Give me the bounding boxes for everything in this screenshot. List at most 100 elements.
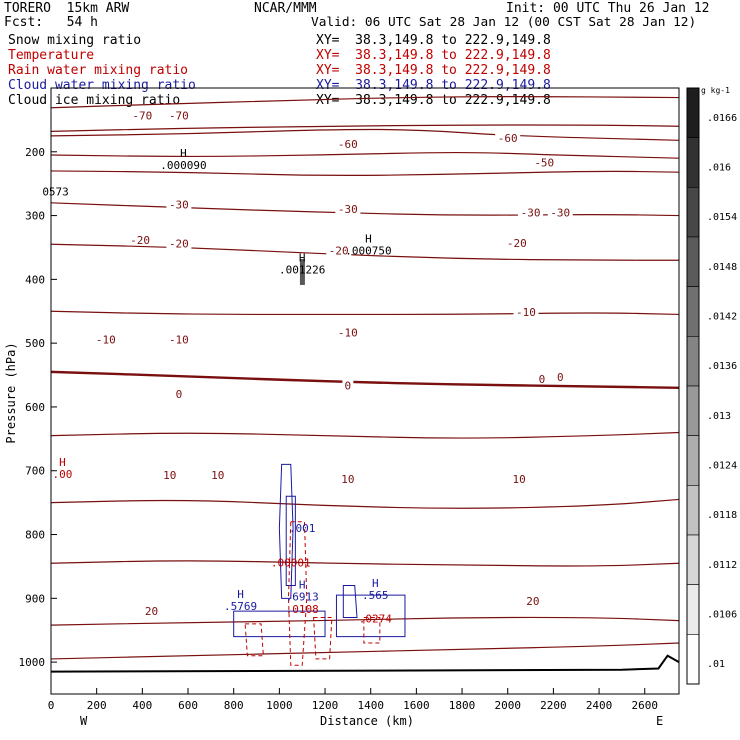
temperature-label: 0 bbox=[557, 371, 564, 384]
maximum-value: 0573 bbox=[42, 185, 69, 198]
maximum-value: .000090 bbox=[160, 159, 206, 172]
x-axis-east-label: E bbox=[656, 714, 664, 728]
temperature-label-bg bbox=[513, 305, 539, 317]
temperature-label: -30 bbox=[338, 203, 358, 216]
maximum-value: .000750 bbox=[345, 245, 391, 258]
colorbar-segment bbox=[686, 236, 700, 287]
temperature-label-bg bbox=[523, 594, 542, 606]
temperature-contour bbox=[51, 128, 679, 141]
temperature-label-bg bbox=[160, 469, 179, 481]
cloud-water-contour bbox=[342, 585, 358, 618]
colorbar-segment bbox=[686, 336, 700, 387]
x-tick-label: 1800 bbox=[449, 699, 476, 712]
temperature-contour bbox=[51, 370, 679, 390]
temperature-label-bg bbox=[335, 138, 361, 150]
colorbar-unit: g kg-1 bbox=[701, 86, 730, 95]
colorbar-frame bbox=[686, 87, 700, 685]
colorbar-segment bbox=[686, 634, 700, 685]
x-axis-title: Distance (km) bbox=[320, 714, 414, 728]
temperature-label-bg bbox=[93, 333, 119, 345]
temperature-label: 10 bbox=[341, 473, 354, 486]
colorbar-tick-label: .0106 bbox=[707, 609, 737, 620]
y-tick-label: 300 bbox=[25, 210, 45, 223]
temperature-contour bbox=[51, 616, 679, 626]
cloud-water-contour bbox=[233, 610, 326, 638]
colorbar-segment bbox=[686, 87, 700, 138]
temperature-label: 10 bbox=[163, 469, 176, 482]
temperature-label: -10 bbox=[169, 333, 189, 346]
temperature-contour bbox=[51, 498, 679, 509]
colorbar-tick-label: .0154 bbox=[707, 212, 737, 223]
temperature-label-bg bbox=[129, 109, 155, 121]
temperature-label-bg bbox=[208, 469, 227, 481]
maximum-marker: H bbox=[299, 252, 306, 265]
cloud-water-contour bbox=[335, 594, 406, 638]
forecast-hour: Fcst: 54 h bbox=[4, 15, 98, 30]
colorbar-tick-label: .0148 bbox=[707, 262, 737, 273]
maximum-value: .00 bbox=[52, 468, 72, 481]
temperature-label: 0 bbox=[345, 379, 352, 392]
institution-title: NCAR/MMM bbox=[254, 1, 317, 16]
colorbar-tick-label: .0124 bbox=[707, 460, 737, 471]
x-axis-west-label: W bbox=[80, 714, 88, 728]
x-tick-label: 200 bbox=[87, 699, 107, 712]
x-tick-label: 1400 bbox=[357, 699, 384, 712]
valid-time: Valid: 06 UTC Sat 28 Jan 12 (00 CST Sat … bbox=[311, 15, 697, 30]
colorbar-tick-label: .016 bbox=[707, 162, 731, 173]
temperature-label: -10 bbox=[516, 306, 536, 319]
temperature-label: -50 bbox=[534, 157, 554, 170]
colorbar-tick-label: .0118 bbox=[707, 510, 737, 521]
colorbar-tick-label: .0142 bbox=[707, 311, 737, 322]
colorbar-segment bbox=[686, 584, 700, 635]
x-tick-label: 1000 bbox=[266, 699, 293, 712]
x-tick-label: 2400 bbox=[586, 699, 613, 712]
terrain-line bbox=[51, 654, 679, 673]
temperature-contour bbox=[51, 642, 679, 660]
temperature-label-bg bbox=[495, 131, 521, 143]
temperature-label-bg bbox=[166, 333, 192, 345]
temperature-label-bg bbox=[504, 237, 530, 249]
y-axis-title: Pressure (hPa) bbox=[4, 342, 18, 444]
colorbar-segment bbox=[686, 485, 700, 536]
temperature-label-bg bbox=[518, 206, 544, 218]
temperature-label-bg bbox=[510, 473, 529, 485]
field-xy-snow: XY= 38.3,149.8 to 222.9,149.8 bbox=[316, 33, 551, 48]
x-tick-label: 400 bbox=[132, 699, 152, 712]
temperature-label: 20 bbox=[526, 595, 539, 608]
x-tick-label: 1600 bbox=[403, 699, 430, 712]
cloud-ice-shading bbox=[299, 258, 305, 285]
temperature-label: 20 bbox=[145, 605, 158, 618]
colorbar-tick-label: .0166 bbox=[707, 113, 737, 124]
colorbar-segment bbox=[686, 137, 700, 188]
temperature-label-bg bbox=[554, 370, 566, 382]
temperature-label-bg bbox=[166, 198, 192, 210]
maximum-value: .5769 bbox=[224, 600, 257, 613]
field-xy-rain: XY= 38.3,149.8 to 222.9,149.8 bbox=[316, 63, 551, 78]
init-time: Init: 00 UTC Thu 26 Jan 12 bbox=[506, 1, 710, 16]
temperature-label-bg bbox=[166, 237, 192, 249]
temperature-label: -70 bbox=[169, 109, 189, 122]
x-tick-label: 800 bbox=[224, 699, 244, 712]
maximum-marker: H bbox=[365, 233, 372, 246]
x-tick-label: 2000 bbox=[494, 699, 521, 712]
temperature-label: -60 bbox=[338, 138, 358, 151]
temperature-label: -60 bbox=[498, 132, 518, 145]
temperature-contour bbox=[51, 310, 679, 316]
y-tick-label: 900 bbox=[25, 592, 45, 605]
maximum-value: .001226 bbox=[279, 264, 325, 277]
temperature-label-bg bbox=[166, 109, 192, 121]
y-tick-label: 1000 bbox=[19, 656, 46, 669]
colorbar-tick-label: .0112 bbox=[707, 560, 737, 571]
rain-water-contour bbox=[287, 521, 308, 666]
rain-water-contour bbox=[244, 623, 264, 657]
temperature-label: -30 bbox=[169, 199, 189, 212]
temperature-label: -20 bbox=[507, 237, 527, 250]
y-tick-label: 600 bbox=[25, 401, 45, 414]
rain-water-contour bbox=[363, 616, 381, 644]
maximum-value: .00001 bbox=[271, 557, 311, 570]
temperature-label: 10 bbox=[513, 473, 526, 486]
y-tick-label: 500 bbox=[25, 337, 45, 350]
temperature-label: -20 bbox=[329, 245, 349, 258]
temperature-contour bbox=[51, 124, 679, 132]
temperature-label: 10 bbox=[211, 469, 224, 482]
